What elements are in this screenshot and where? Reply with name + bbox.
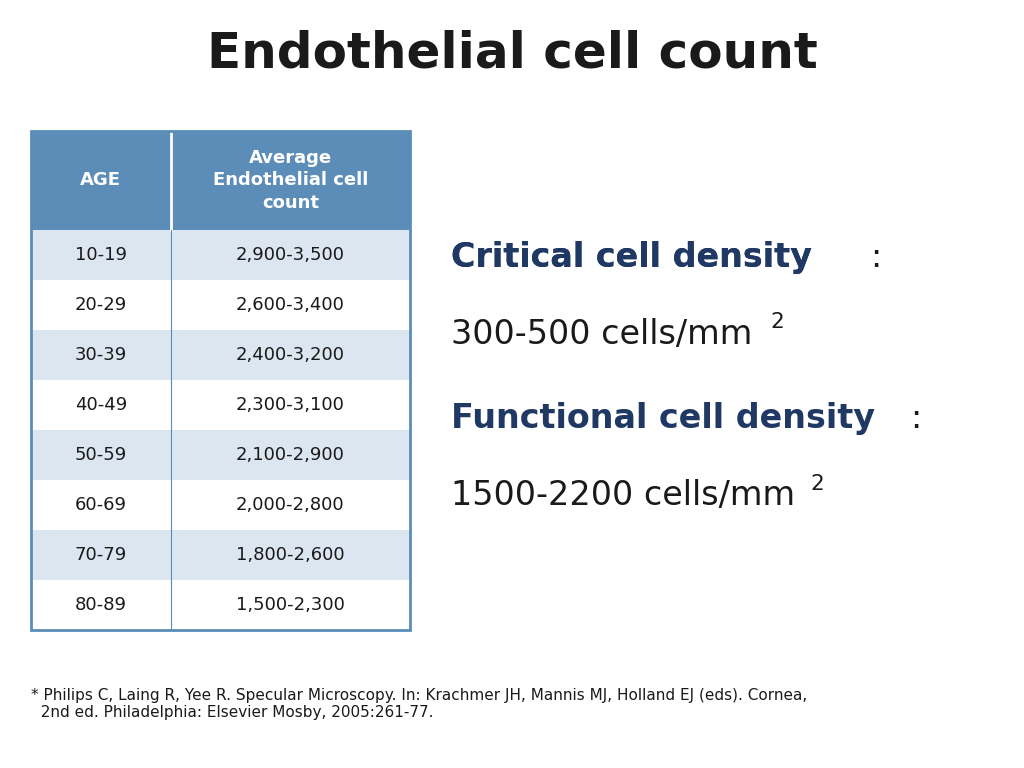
Text: 300-500 cells/mm: 300-500 cells/mm (451, 318, 752, 350)
Text: 70-79: 70-79 (75, 546, 127, 564)
Text: Critical cell density: Critical cell density (451, 241, 811, 273)
Text: Average
Endothelial cell
count: Average Endothelial cell count (213, 149, 368, 212)
Text: 2,400-3,200: 2,400-3,200 (236, 346, 345, 364)
Text: :: : (910, 402, 922, 435)
Text: :: : (870, 241, 882, 273)
Text: 2,000-2,800: 2,000-2,800 (236, 496, 344, 514)
Text: Critical cell density: Critical cell density (451, 241, 811, 273)
Text: 2: 2 (770, 313, 784, 333)
Text: AGE: AGE (80, 171, 121, 190)
Text: 1500-2200 cells/mm: 1500-2200 cells/mm (451, 479, 795, 511)
Text: 40-49: 40-49 (75, 396, 127, 414)
Text: 50-59: 50-59 (75, 446, 127, 464)
Text: 20-29: 20-29 (75, 296, 127, 314)
Text: 2,900-3,500: 2,900-3,500 (236, 247, 345, 264)
Text: * Philips C, Laing R, Yee R. Specular Microscopy. In: Krachmer JH, Mannis MJ, Ho: * Philips C, Laing R, Yee R. Specular Mi… (31, 687, 807, 703)
Text: 2,300-3,100: 2,300-3,100 (236, 396, 345, 414)
Text: 80-89: 80-89 (75, 596, 127, 614)
Text: Endothelial cell count: Endothelial cell count (207, 30, 817, 78)
Text: Functional cell density: Functional cell density (451, 402, 874, 435)
Text: 2nd ed. Philadelphia: Elsevier Mosby, 2005:261-77.: 2nd ed. Philadelphia: Elsevier Mosby, 20… (31, 705, 433, 720)
Text: 1,800-2,600: 1,800-2,600 (236, 546, 344, 564)
Text: 30-39: 30-39 (75, 346, 127, 364)
Text: 2: 2 (811, 474, 824, 494)
Text: 10-19: 10-19 (75, 247, 127, 264)
Text: 1,500-2,300: 1,500-2,300 (236, 596, 345, 614)
Text: 60-69: 60-69 (75, 496, 127, 514)
Text: 2,100-2,900: 2,100-2,900 (236, 446, 345, 464)
Text: 2,600-3,400: 2,600-3,400 (236, 296, 345, 314)
Text: Critical cell density:: Critical cell density: (451, 241, 824, 273)
